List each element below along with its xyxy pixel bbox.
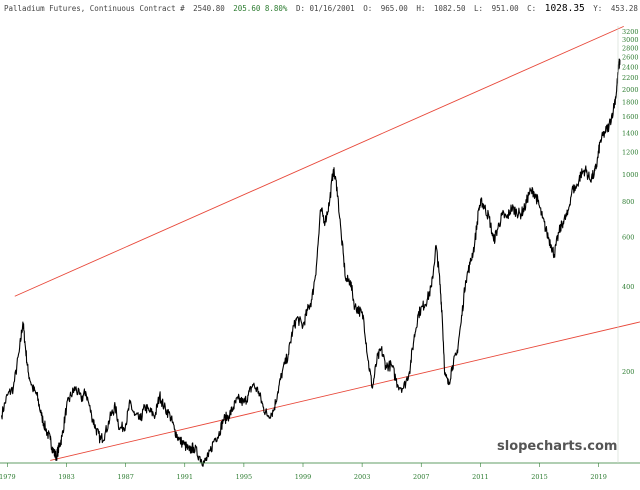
header-instrument: Palladium Futures, Continuous Contract #: [4, 4, 185, 13]
header-high-label: H:: [416, 4, 425, 13]
y-tick-label: 2400: [622, 63, 639, 71]
price-line: [0, 58, 621, 467]
chart-header: Palladium Futures, Continuous Contract #…: [4, 3, 638, 14]
y-tick-label: 1800: [622, 99, 639, 107]
y-tick-label: 1000: [622, 171, 639, 179]
y-tick-label: 1400: [622, 130, 639, 138]
y-tick-label: 3000: [622, 36, 639, 44]
x-tick-label: 1995: [236, 473, 253, 481]
x-tick-label: 1987: [117, 473, 134, 481]
channel-lines: [14, 25, 640, 461]
y-tick-label: 1600: [622, 113, 639, 121]
header-low-label: L:: [474, 4, 483, 13]
y-tick-label: 3200: [622, 28, 639, 36]
channel-line-lower: [50, 321, 640, 461]
x-tick-label: 2003: [354, 473, 371, 481]
y-tick-label: 200: [622, 368, 634, 376]
header-date: D: 01/16/2001: [296, 4, 355, 13]
y-tick-label: 2800: [622, 44, 639, 52]
x-tick-label: 1979: [0, 473, 16, 481]
x-tick-label: 2007: [413, 473, 430, 481]
header-low-value: 951.00: [492, 4, 520, 13]
y-tick-label: 800: [622, 198, 634, 206]
header-y-value: 453.28: [611, 4, 639, 13]
x-tick-label: 1991: [176, 473, 193, 481]
header-open-value: 965.00: [381, 4, 409, 13]
header-open-label: O:: [363, 4, 372, 13]
channel-line-upper: [14, 25, 624, 297]
watermark: slopecharts.com: [497, 439, 617, 454]
x-axis-ticks: 1979 1983 1987 1991 1995 1999 2003 2007 2011 2015…: [0, 463, 607, 481]
header-change: 205.60 8.80%: [233, 4, 288, 13]
x-tick-label: 1999: [295, 473, 312, 481]
y-tick-label: 600: [622, 233, 634, 241]
header-last-value: 2540.80: [193, 4, 225, 13]
header-y-label: Y:: [593, 4, 602, 13]
header-close-value: 1028.35: [545, 3, 585, 14]
y-tick-label: 2600: [622, 54, 639, 62]
x-tick-label: 1983: [58, 473, 75, 481]
x-tick-label: 2011: [472, 473, 489, 481]
x-tick-label: 2015: [531, 473, 548, 481]
price-series: [0, 58, 621, 467]
x-tick-label: 2019: [590, 473, 607, 481]
y-tick-label: 2000: [622, 86, 639, 94]
y-tick-label: 1200: [622, 148, 639, 156]
header-close-label: C:: [527, 4, 536, 13]
y-tick-label: 2200: [622, 74, 639, 82]
y-tick-label: 400: [622, 283, 634, 291]
header-high-value: 1082.50: [434, 4, 466, 13]
